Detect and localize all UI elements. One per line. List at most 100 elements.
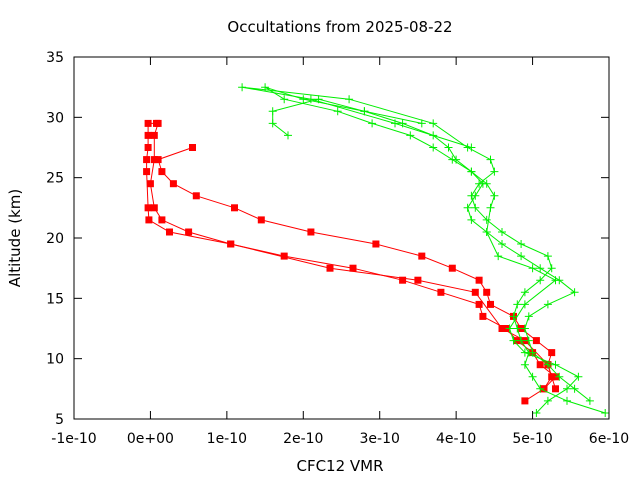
data-point <box>360 107 369 116</box>
x-tick-label: 3e-10 <box>360 431 400 447</box>
data-point <box>467 215 476 224</box>
y-tick-label: 5 <box>55 412 64 428</box>
data-point <box>498 325 506 332</box>
x-tick-label: 2e-10 <box>283 431 323 447</box>
data-point <box>189 144 196 151</box>
data-point <box>505 324 514 333</box>
data-point <box>509 336 518 345</box>
data-point <box>520 288 529 297</box>
data-point <box>238 83 247 92</box>
data-point <box>463 203 472 212</box>
data-point <box>429 119 438 128</box>
data-point <box>570 384 579 393</box>
data-point <box>482 215 491 224</box>
data-point <box>498 240 506 248</box>
data-point <box>563 396 571 405</box>
data-point <box>368 119 377 128</box>
data-point <box>570 288 579 297</box>
data-point <box>483 288 491 296</box>
data-point <box>486 155 495 164</box>
data-point <box>261 83 270 92</box>
data-point <box>494 252 503 261</box>
data-point <box>532 337 540 345</box>
x-tick-label: 4e-10 <box>436 431 476 447</box>
data-point <box>280 252 288 260</box>
data-point <box>471 191 480 200</box>
data-point <box>284 131 292 140</box>
data-point <box>299 95 308 104</box>
data-point <box>574 372 583 381</box>
data-point <box>524 336 533 345</box>
data-point <box>143 156 151 164</box>
chart-title: Occultations from 2025-08-22 <box>227 18 452 36</box>
data-point <box>532 409 541 417</box>
data-point <box>306 95 315 104</box>
data-point <box>513 300 522 309</box>
data-point <box>144 144 152 151</box>
data-point <box>498 228 506 236</box>
data-point <box>192 192 200 200</box>
data-point <box>543 252 552 261</box>
data-point <box>150 131 158 139</box>
data-point <box>471 203 480 212</box>
data-point <box>520 360 529 369</box>
series-line <box>157 147 553 402</box>
data-point <box>257 216 265 224</box>
data-point <box>479 312 487 320</box>
axes-layer: -1e-10 0e+00 1e-10 2e-10 3e-10 4e-10 5e-10 6e-1… <box>46 50 629 447</box>
data-point <box>475 300 483 308</box>
x-tick-label: -1e-10 <box>51 431 96 447</box>
data-point <box>585 396 594 405</box>
data-point <box>528 264 537 273</box>
data-point <box>551 360 560 369</box>
data-point <box>345 95 354 104</box>
data-point <box>185 228 193 236</box>
data-point <box>280 95 289 104</box>
data-point <box>227 240 235 248</box>
data-point <box>437 288 445 296</box>
data-point <box>153 119 160 127</box>
data-point <box>429 131 438 140</box>
data-point <box>536 264 545 273</box>
data-point <box>144 119 152 127</box>
data-point <box>475 276 483 284</box>
data-point <box>166 228 173 236</box>
data-point <box>144 131 152 139</box>
data-point <box>552 385 559 393</box>
data-point <box>418 252 426 260</box>
data-point <box>268 107 277 116</box>
data-point <box>520 324 529 333</box>
data-point <box>414 276 422 284</box>
data-point <box>406 131 415 140</box>
data-point <box>486 203 495 212</box>
y-tick-label: 15 <box>46 291 64 307</box>
x-tick-label: 6e-10 <box>589 431 629 447</box>
data-point <box>158 216 166 224</box>
data-point <box>333 107 342 116</box>
series-layer <box>143 83 610 417</box>
data-point <box>563 384 571 393</box>
data-point <box>169 180 177 188</box>
data-point <box>448 155 457 164</box>
data-point <box>517 240 526 248</box>
data-point <box>268 119 277 128</box>
data-point <box>326 264 334 272</box>
y-axis-label: Altitude (km) <box>6 189 24 287</box>
data-point <box>601 409 610 417</box>
data-point <box>145 216 153 224</box>
data-point <box>547 264 556 273</box>
data-point <box>551 276 560 285</box>
data-point <box>487 300 494 308</box>
y-tick-label: 25 <box>46 171 64 187</box>
y-tick-label: 30 <box>46 110 64 126</box>
data-point <box>417 119 426 128</box>
data-point <box>520 348 529 357</box>
x-tick-label: 5e-10 <box>512 431 552 447</box>
data-point <box>471 288 479 296</box>
data-point <box>524 312 533 321</box>
data-point <box>144 204 152 212</box>
data-point <box>543 300 552 309</box>
data-point <box>231 204 238 212</box>
data-point <box>154 156 162 164</box>
